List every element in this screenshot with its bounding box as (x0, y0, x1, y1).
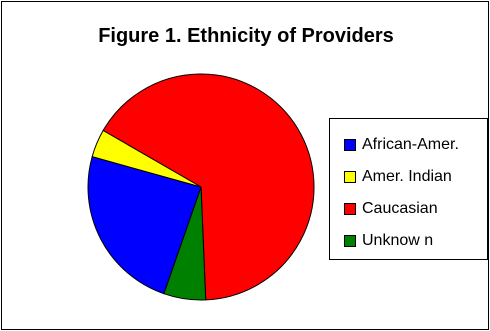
pie-slice-amer-indian (91, 129, 202, 188)
legend-swatch-amer-indian (344, 171, 356, 183)
legend-swatch-african-amer (344, 139, 356, 151)
chart-title: Figure 1. Ethnicity of Providers (98, 25, 394, 47)
legend-swatch-unknown (344, 235, 356, 247)
legend-item-caucasian: Caucasian (344, 199, 438, 219)
legend-item-unknown: Unknow n (344, 231, 433, 251)
legend-label-unknown: Unknow n (362, 232, 434, 249)
pie-slice-african-amer (87, 155, 202, 295)
legend-swatch-caucasian (344, 203, 356, 215)
pie-chart (87, 73, 315, 301)
legend-item-amer-indian: Amer. Indian (344, 167, 452, 187)
legend-item-african-amer: African-Amer. (344, 135, 459, 155)
pie-slice-caucasian (102, 73, 315, 301)
legend-label-amer-indian: Amer. Indian (362, 168, 452, 185)
legend-label-caucasian: Caucasian (362, 200, 438, 217)
legend-label-african-amer: African-Amer. (362, 136, 459, 153)
chart-legend: African-Amer. Amer. Indian Caucasian Unk… (329, 118, 488, 260)
